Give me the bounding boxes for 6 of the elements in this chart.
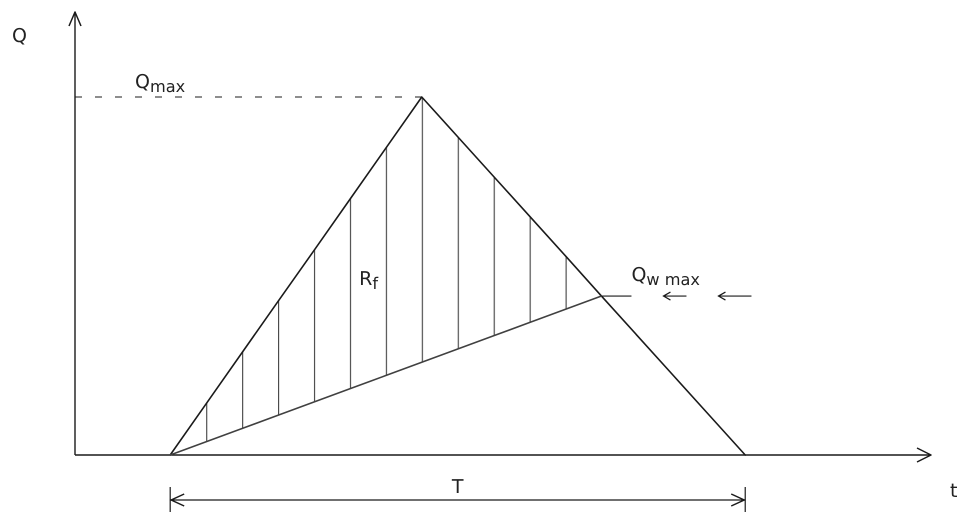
text: Q xyxy=(12,25,27,47)
annotation: Q$_{w max}$ xyxy=(631,264,700,290)
text: t xyxy=(950,480,958,502)
ref-line-label: Q$_{max}$ xyxy=(135,71,186,96)
text: T xyxy=(450,476,464,498)
annotation: R$_{f}$ xyxy=(359,268,378,293)
